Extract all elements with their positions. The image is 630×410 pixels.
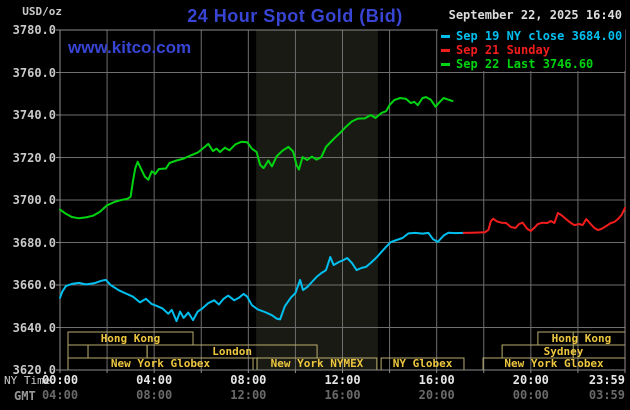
- series-line-sep-22: [59, 96, 454, 220]
- x-tick-ny-time: 00:00: [41, 373, 79, 387]
- x-tick-gmt: 12:00: [230, 388, 267, 402]
- legend-item-sep21: Sep 21 Sunday: [438, 43, 626, 57]
- x-tick-gmt: 00:00: [512, 388, 549, 402]
- x-axis-ny-time-label: NY Time: [4, 374, 51, 387]
- legend: Sep 19 NY close 3684.00 Sep 21 Sunday Sep …: [438, 29, 626, 71]
- x-tick-ny-time: 08:00: [230, 373, 267, 387]
- legend-item-sep19: Sep 19 NY close 3684.00: [438, 29, 626, 43]
- legend-swatch-sep22: [441, 62, 450, 66]
- plot-border: [59, 29, 626, 371]
- x-axis-gmt-label: GMT: [14, 389, 36, 403]
- datetime-label: September 22, 2025 16:40: [448, 8, 622, 22]
- x-tick-ny-time: 23:59: [588, 373, 625, 387]
- legend-swatch-sep21: [441, 48, 450, 52]
- session-label: London: [212, 345, 252, 358]
- x-tick-gmt: 16:00: [324, 388, 361, 402]
- session-label: NY Globex: [393, 357, 453, 370]
- legend-label-sep19: Sep 19 NY close 3684.00: [456, 29, 623, 43]
- legend-label-sep21: Sep 21 Sunday: [456, 43, 550, 57]
- x-tick-gmt: 20:00: [418, 388, 455, 402]
- y-tick-label: 3740.0: [12, 108, 56, 122]
- y-tick-label: 3680.0: [12, 235, 56, 250]
- y-tick-label: 3720.0: [12, 150, 56, 165]
- legend-label-sep22: Sep 22 Last 3746.60: [456, 57, 594, 71]
- y-tick-label: 3780.0: [12, 23, 56, 37]
- y-tick-label: 3660.0: [12, 278, 56, 292]
- chart-title: 24 Hour Spot Gold (Bid): [187, 6, 403, 26]
- y-tick-label: 3640.0: [12, 320, 56, 335]
- series-line-sep-19-ny-close: [59, 231, 465, 323]
- session-label: Hong Kong: [101, 332, 161, 345]
- session-label: New York Globex: [504, 357, 604, 370]
- y-axis-unit-label: USD/oz: [22, 5, 62, 18]
- legend-item-sep22: Sep 22 Last 3746.60: [438, 57, 626, 71]
- session-label: New York Globex: [111, 357, 211, 370]
- legend-swatch-sep19: [441, 34, 450, 38]
- x-tick-ny-time: 04:00: [136, 373, 173, 387]
- session-label: New York NYMEX: [271, 357, 364, 370]
- session-label: Hong Kong: [552, 332, 612, 345]
- x-tick-ny-time: 20:00: [512, 373, 549, 387]
- x-tick-gmt: 04:00: [41, 388, 79, 402]
- y-tick-label: 3700.0: [12, 193, 56, 207]
- kitco-watermark-link[interactable]: www.kitco.com: [68, 38, 192, 57]
- x-tick-gmt: 08:00: [136, 388, 173, 402]
- x-tick-gmt: 03:59: [588, 388, 625, 402]
- y-tick-label: 3760.0: [12, 65, 56, 80]
- x-tick-ny-time: 16:00: [418, 373, 455, 387]
- x-tick-ny-time: 12:00: [324, 373, 361, 387]
- session-box: [67, 344, 89, 359]
- series-line-sep-21-sunday: [462, 206, 626, 234]
- session-label: Sydney: [544, 345, 584, 358]
- y-tick-label: 3620.0: [12, 363, 56, 377]
